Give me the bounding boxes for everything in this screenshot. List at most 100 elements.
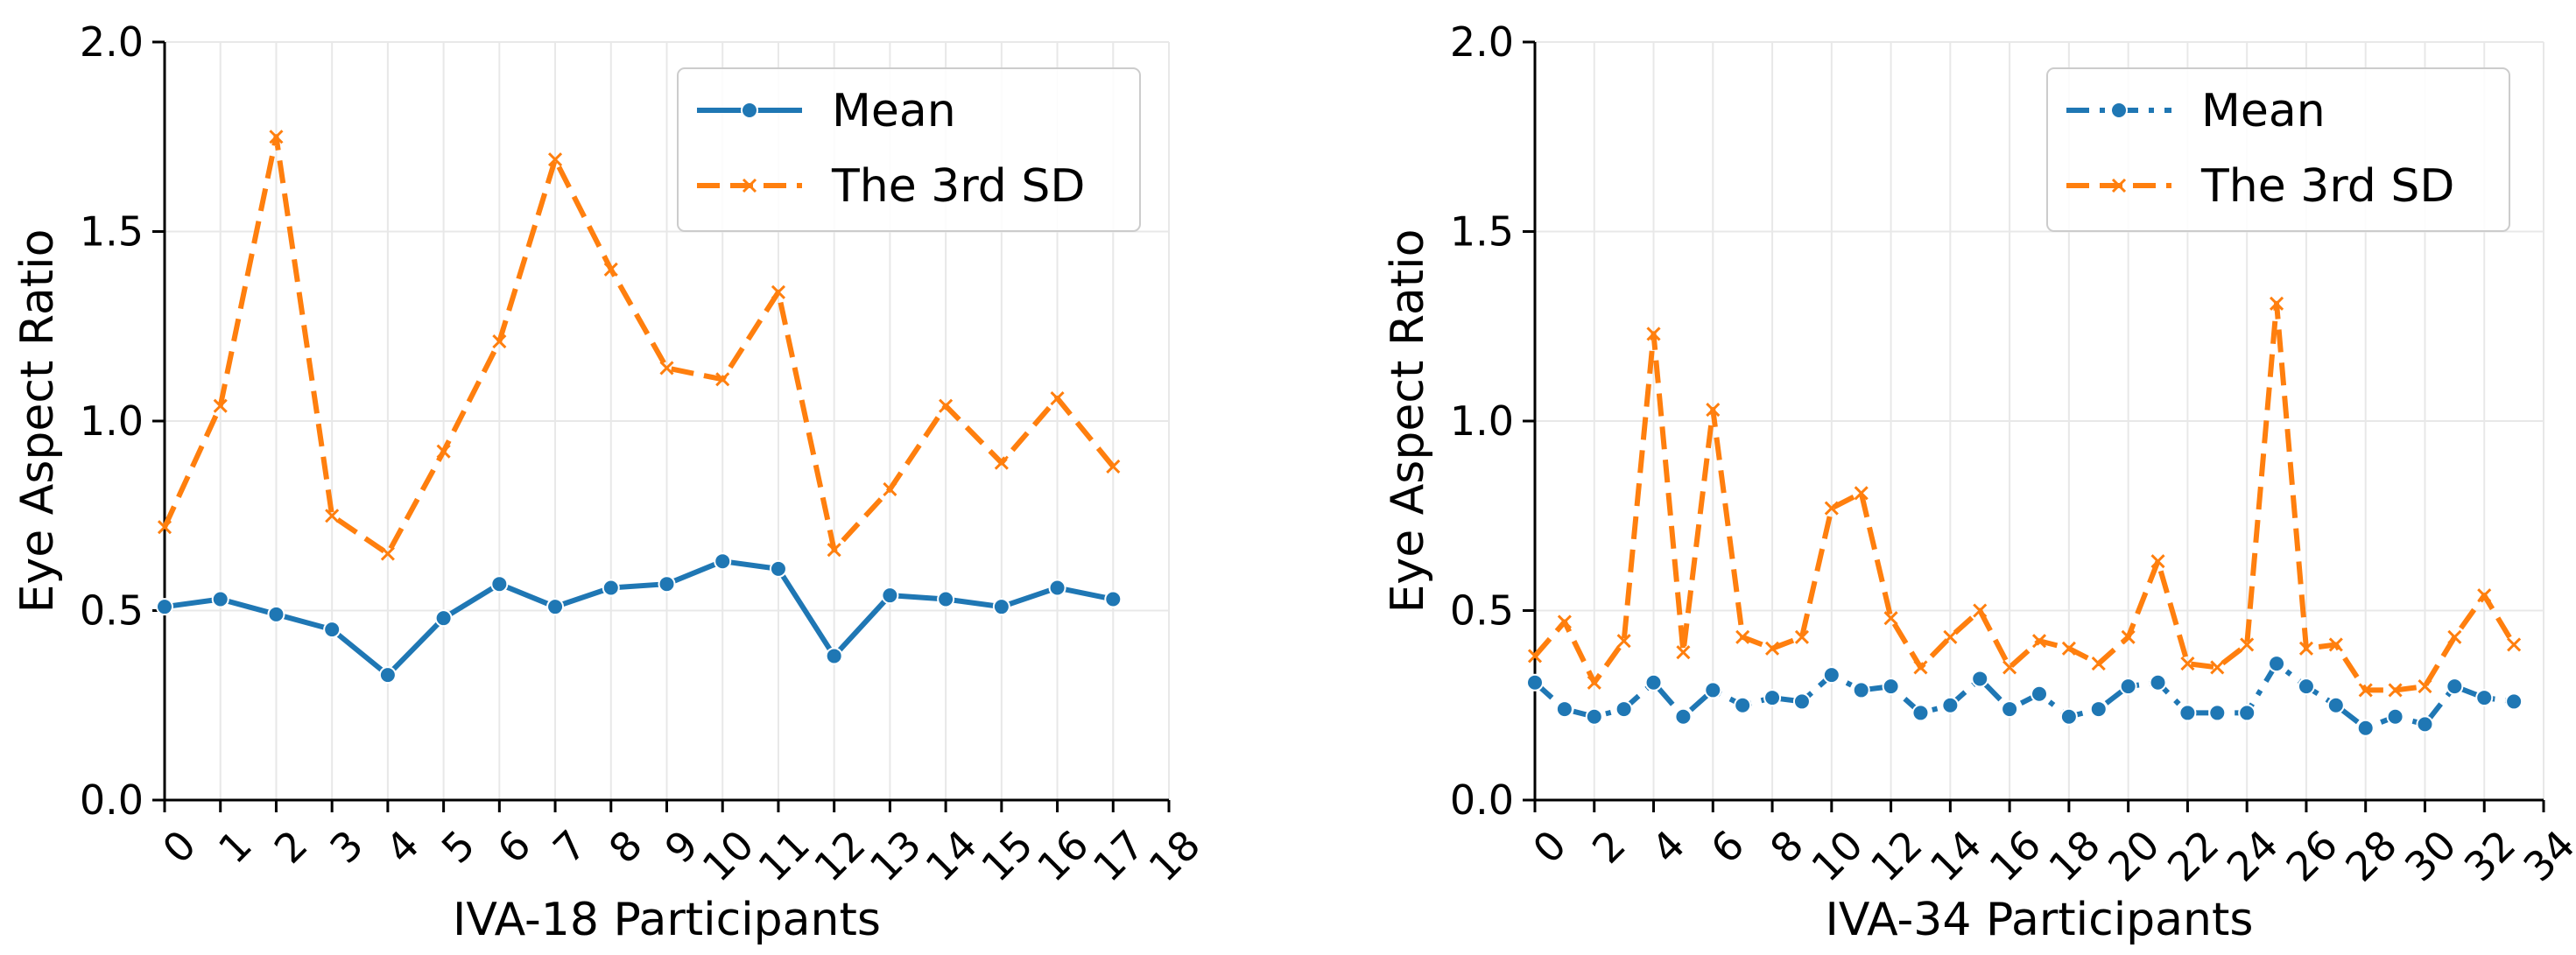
legend-label: The 3rd SD [2200,160,2454,213]
legend-frame [2046,67,2510,232]
data-point [2268,655,2286,673]
series-line [162,134,1116,557]
x-tick-label: 18 [2039,821,2109,891]
data-point [1883,611,1898,626]
y-tick-label: 0.5 [1450,587,1514,635]
data-point [2121,629,2136,644]
data-point [2208,704,2227,722]
x-tick-label: 5 [433,821,484,873]
data-point [2180,657,2195,671]
data-point [1882,678,1900,696]
data-point [827,543,841,558]
data-point [992,598,1010,616]
data-point [659,361,674,376]
y-tick-label: 0.0 [80,776,144,824]
x-tick-label: 0 [153,821,205,873]
data-point [2061,641,2076,656]
x-tick-label: 16 [1981,821,2051,891]
x-tick-label: 8 [1761,821,1812,873]
data-point [1941,696,1960,714]
y-tick-label: 1.5 [80,208,144,256]
data-point [2298,641,2314,656]
data-point [2418,679,2432,694]
data-point [1764,641,1780,656]
data-point [157,520,172,535]
data-point [267,605,285,623]
data-point [1585,707,1603,726]
data-point [1973,603,1988,618]
series-the-3rd-sd [157,130,1121,561]
x-tick-label: 12 [1862,821,1932,891]
data-point [883,481,897,497]
data-point [2269,296,2284,311]
data-point [769,559,787,578]
x-axis-label: IVA-34 Participants [1826,894,2254,946]
data-point [881,586,899,605]
x-tick-label: 4 [1643,821,1694,873]
data-point [825,647,843,665]
data-point [2356,719,2375,737]
data-point [2416,715,2434,734]
data-point [1106,459,1121,474]
data-point [2358,683,2373,698]
data-point [546,598,565,616]
data-point [2031,634,2047,649]
data-point [434,609,453,628]
series-the-3rd-sd [1527,296,2522,698]
data-point [1735,629,1750,644]
y-tick-label: 0.5 [80,587,144,635]
data-point [1048,579,1066,597]
x-axis-label: IVA-18 Participants [453,894,881,946]
data-point [2240,637,2255,652]
x-tick-label: 22 [2158,821,2228,891]
data-point [1763,689,1782,707]
chart-panel-2: 0.00.51.01.52.00 2 4 6 810121416182022242628… [1382,18,2576,946]
data-point [2059,707,2078,726]
data-point [2238,704,2256,722]
y-tick-label: 1.0 [80,397,144,445]
data-point [380,546,395,561]
data-point [2150,554,2165,569]
data-point [2328,637,2343,652]
data-point [2388,683,2403,698]
data-point [1852,681,1870,699]
data-point [2475,689,2494,707]
data-point [2477,588,2492,603]
data-point [1644,673,1663,692]
data-point [2002,660,2017,675]
y-tick-label: 1.0 [1450,397,1514,445]
data-point [1587,675,1601,690]
data-point [714,552,732,571]
legend: Mean The 3rd SD [2046,67,2510,232]
data-point [2386,707,2404,726]
x-tick-label: 32 [2455,821,2525,891]
x-tick-label: 24 [2218,821,2288,891]
x-tick-label: 2 [1583,821,1635,873]
x-tick-label: 4 [377,821,428,873]
data-point [325,509,340,523]
legend-marker [2111,178,2127,193]
data-point [771,284,786,299]
legend-marker [742,178,757,193]
data-point [2326,696,2345,714]
data-point [939,398,954,413]
legend-marker [741,102,758,119]
y-axis-label: Eye Aspect Ratio [1382,229,1434,614]
x-tick-label: 18 [1140,821,1210,891]
data-point [436,444,451,459]
x-tick-label: 6 [1702,821,1754,873]
data-point [1676,645,1691,660]
data-point [213,398,228,413]
data-point [1913,660,1928,675]
data-point [2091,657,2106,671]
data-point [547,152,563,167]
data-point [2178,704,2197,722]
x-tick-label: 20 [2099,821,2169,891]
data-point [1792,692,1811,711]
chart-panel-1: 0.00.51.01.52.00 1 2 3 4 5 6 7 8 9101112131415161… [11,18,1209,946]
data-point [1104,590,1123,608]
x-tick-label: 8 [600,821,651,873]
x-tick-label: 10 [1802,821,1872,891]
data-point [1050,390,1065,406]
